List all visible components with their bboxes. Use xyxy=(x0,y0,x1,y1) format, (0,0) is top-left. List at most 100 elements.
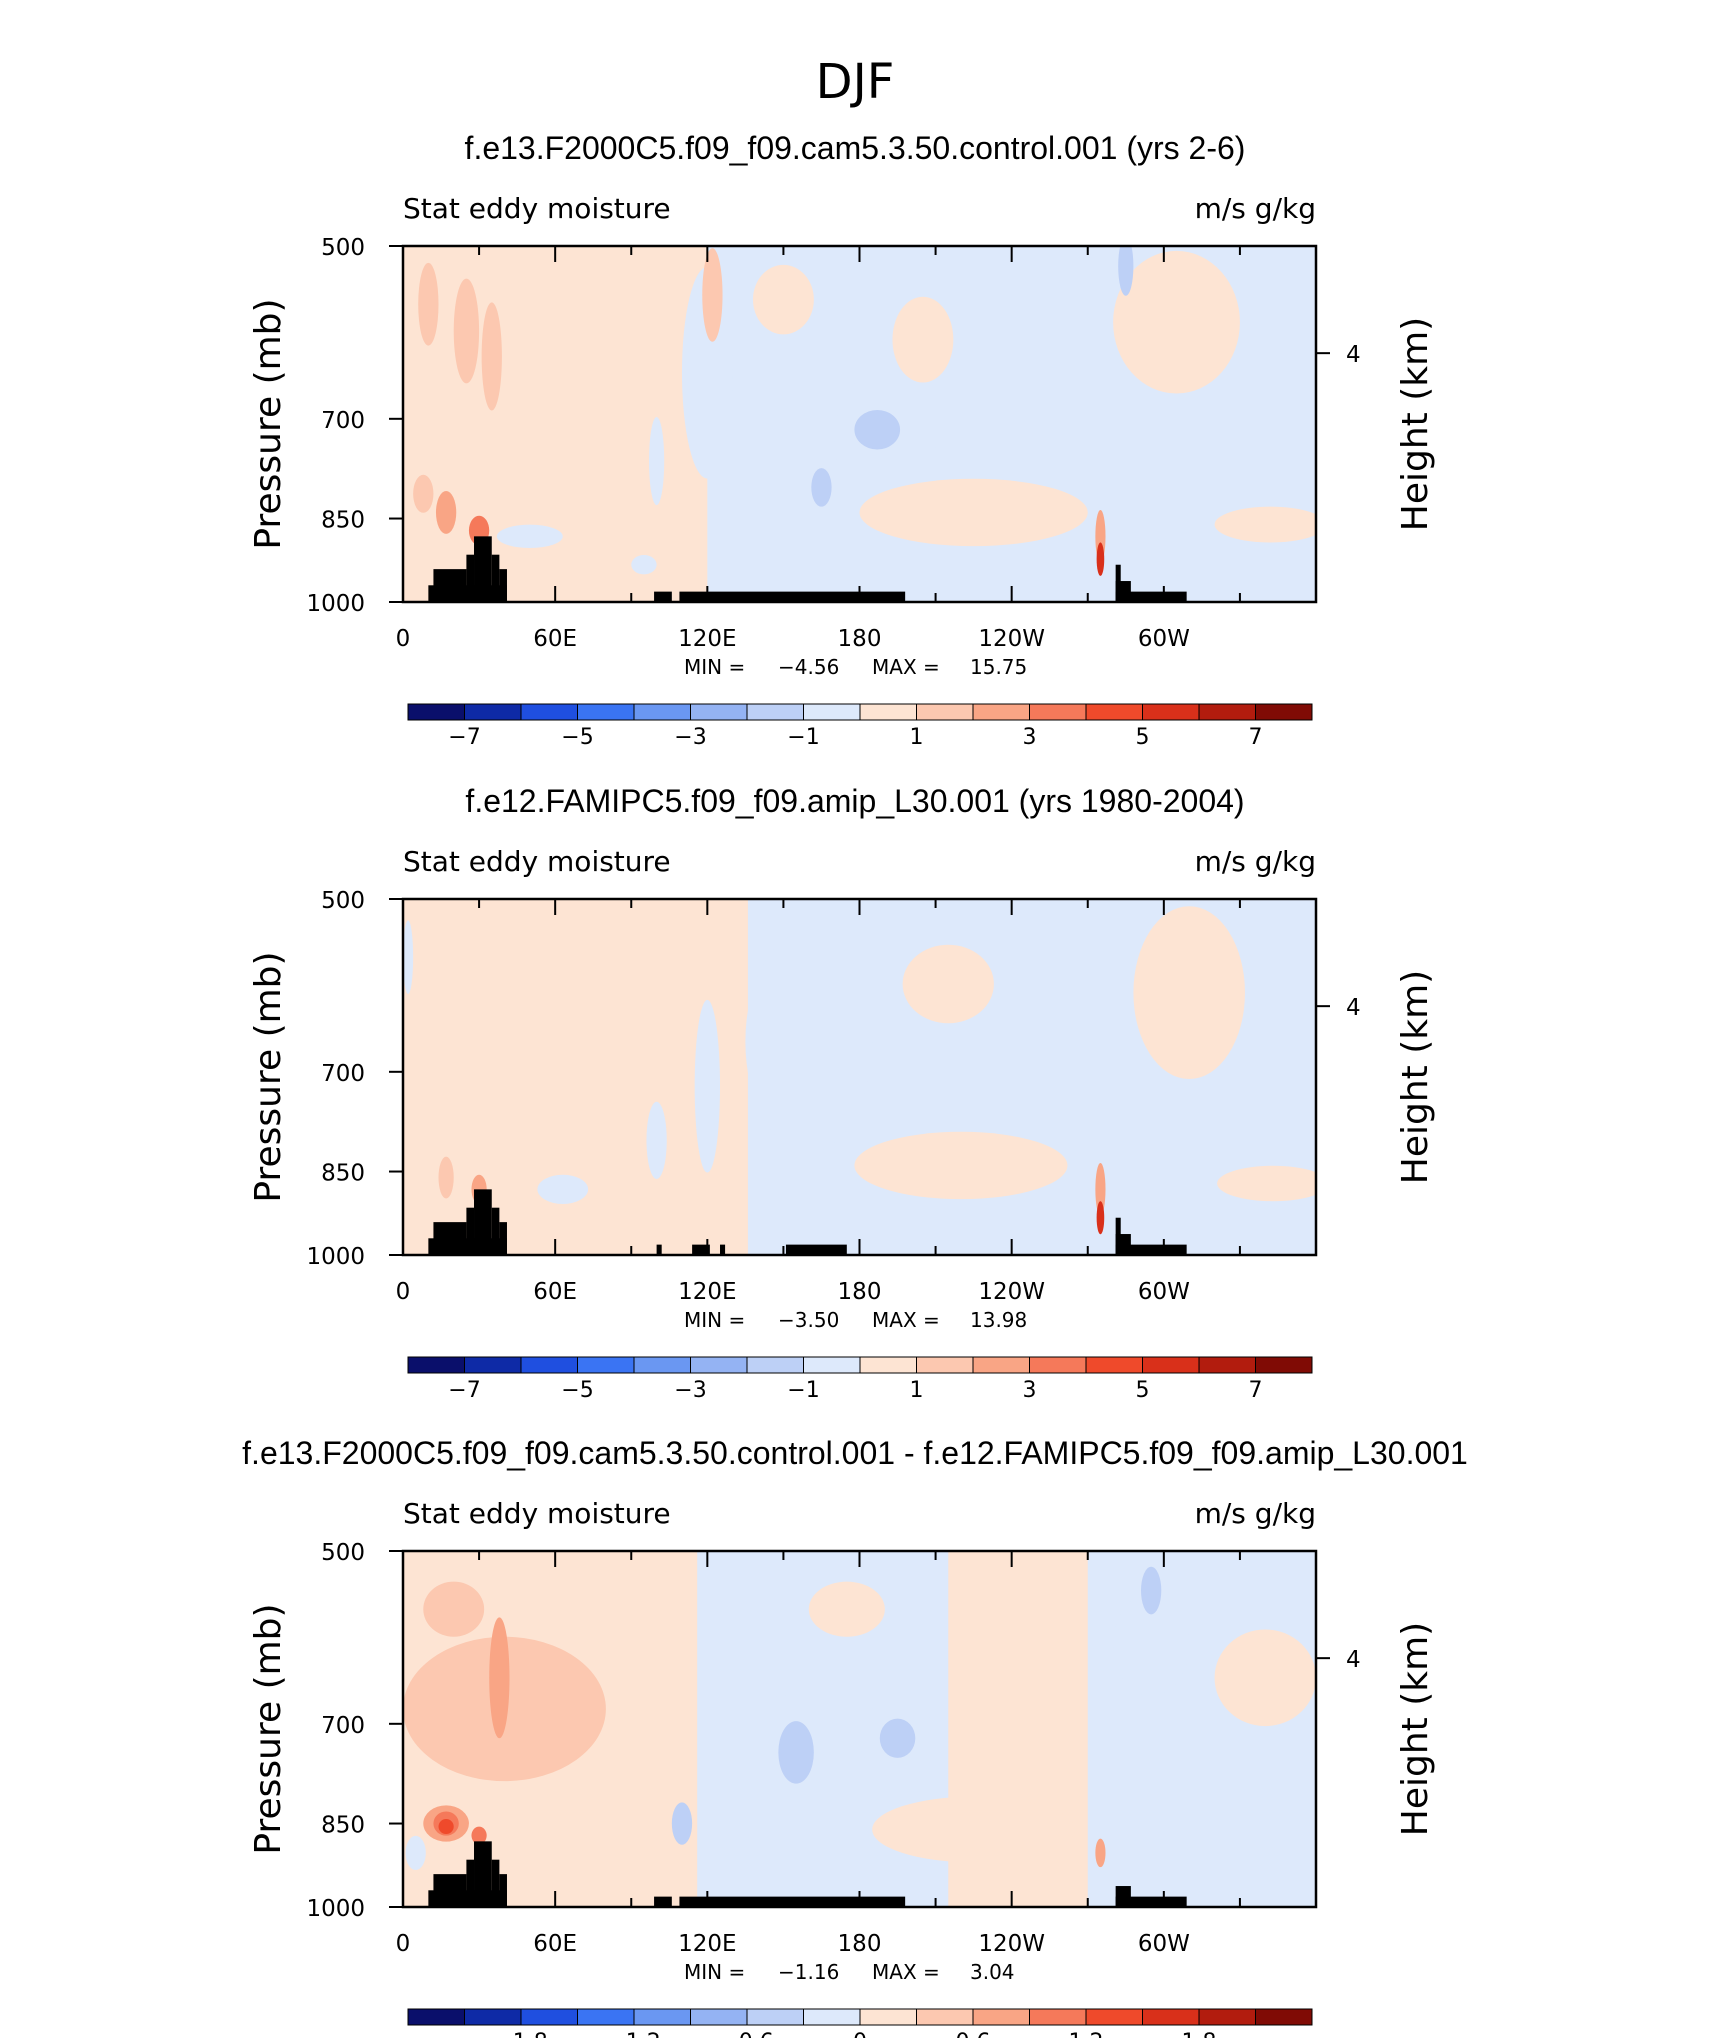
right-tick-label: 4 xyxy=(1346,342,1361,368)
y-tick-label: 700 xyxy=(321,1061,365,1087)
colorbar-label: 0.6 xyxy=(956,2030,991,2038)
y-tick-label: 700 xyxy=(321,1713,365,1739)
x-tick-label: 120W xyxy=(978,1931,1045,1957)
topography-mask xyxy=(654,1896,672,1907)
colorbar-box xyxy=(1085,2008,1143,2026)
contour-patch xyxy=(854,409,901,450)
topography-mask xyxy=(491,1207,500,1255)
topography-mask xyxy=(466,1859,475,1907)
contour-patch xyxy=(1141,1566,1162,1615)
topography-mask xyxy=(491,554,500,602)
colorbar-label: −3 xyxy=(674,1378,706,1403)
colorbar-label: 3 xyxy=(1023,725,1037,750)
chart-panel-3: f.e13.F2000C5.f09_f09.cam5.3.50.control.… xyxy=(242,1435,1468,2038)
contour-patch xyxy=(403,920,414,994)
x-tick-label: 60E xyxy=(533,1279,577,1305)
colorbar-label: −5 xyxy=(561,1378,593,1403)
right-string: m/s g/kg xyxy=(1195,192,1316,225)
x-tick-label: 180 xyxy=(838,626,882,652)
colorbar-box xyxy=(803,703,861,721)
topography-mask xyxy=(1115,591,1187,602)
panel-title: f.e13.F2000C5.f09_f09.cam5.3.50.control.… xyxy=(465,130,1246,166)
colorbar-box xyxy=(1198,703,1256,721)
contour-patch xyxy=(1143,459,1185,541)
contour-patch xyxy=(423,1581,485,1637)
contour-patch xyxy=(854,1131,1068,1200)
y-tick-label: 850 xyxy=(321,1813,365,1839)
colorbar-box xyxy=(633,1356,691,1374)
topography-mask xyxy=(1115,1217,1121,1255)
colorbar-box xyxy=(859,703,917,721)
x-tick-label: 120E xyxy=(678,1931,736,1957)
contour-patch xyxy=(649,417,665,506)
max-label: MAX = xyxy=(872,1308,940,1332)
topography-mask xyxy=(656,1244,662,1255)
right-string: m/s g/kg xyxy=(1195,1497,1316,1530)
x-tick-label: 180 xyxy=(838,1931,882,1957)
topography-mask xyxy=(428,1238,507,1255)
colorbar-box xyxy=(1085,1356,1143,1374)
colorbar-label: −1.2 xyxy=(607,2030,660,2038)
max-label: MAX = xyxy=(872,1960,940,1984)
contour-patch xyxy=(808,1581,885,1637)
contour-field xyxy=(403,899,1316,1255)
colorbar-label: 0 xyxy=(853,2030,867,2038)
y-tick-label: 700 xyxy=(321,408,365,434)
chart-panel-1: f.e13.F2000C5.f09_f09.cam5.3.50.control.… xyxy=(248,130,1436,750)
chart-panel-2: f.e12.FAMIPC5.f09_f09.amip_L30.001 (yrs … xyxy=(248,783,1436,1403)
colorbar-box xyxy=(972,703,1030,721)
colorbar-box xyxy=(859,1356,917,1374)
topography-mask xyxy=(679,1896,906,1907)
contour-patch xyxy=(1095,1838,1106,1868)
contour-patch xyxy=(671,1802,693,1845)
max-value: 3.04 xyxy=(970,1960,1015,1984)
contour-patch xyxy=(1217,1165,1316,1202)
colorbar-label: 1 xyxy=(910,725,924,750)
colorbar-label: −5 xyxy=(561,725,593,750)
colorbar-box xyxy=(1198,1356,1256,1374)
colorbar-label: −1 xyxy=(787,1378,819,1403)
colorbar-label: 5 xyxy=(1136,725,1150,750)
colorbar-box xyxy=(746,2008,804,2026)
contour-patch xyxy=(1113,250,1240,394)
left-string: Stat eddy moisture xyxy=(403,192,671,225)
y-tick-label: 850 xyxy=(321,1161,365,1187)
colorbar-box xyxy=(690,2008,748,2026)
contour-patch xyxy=(435,491,457,534)
contour-patch xyxy=(537,1174,589,1204)
min-label: MIN = xyxy=(684,655,745,679)
min-value: −3.50 xyxy=(778,1308,839,1332)
contour-patch xyxy=(811,468,832,507)
colorbar-box xyxy=(1029,703,1087,721)
contour-patch xyxy=(778,1721,814,1784)
contour-patch xyxy=(752,264,814,335)
colorbar-box xyxy=(916,2008,974,2026)
left-string: Stat eddy moisture xyxy=(403,845,671,878)
contour-patch xyxy=(496,972,513,1047)
contour-patch xyxy=(1214,1629,1316,1727)
contour-field xyxy=(403,1551,1316,1907)
colorbar-box xyxy=(1255,2008,1313,2026)
y-axis-label-right: Height (km) xyxy=(1395,970,1436,1184)
x-tick-label: 120W xyxy=(978,626,1045,652)
colorbar-box xyxy=(1029,2008,1087,2026)
min-label: MIN = xyxy=(684,1960,745,1984)
x-tick-label: 0 xyxy=(396,1931,411,1957)
contour-patch xyxy=(1143,1092,1185,1189)
colorbar-box xyxy=(803,2008,861,2026)
colorbar-label: −0.6 xyxy=(720,2030,773,2038)
colorbar-label: −3 xyxy=(674,725,706,750)
colorbar-label: −7 xyxy=(448,725,480,750)
colorbar-box xyxy=(1029,1356,1087,1374)
colorbar-box xyxy=(577,2008,635,2026)
min-label: MIN = xyxy=(684,1308,745,1332)
colorbar-box xyxy=(746,1356,804,1374)
topography-mask xyxy=(679,591,906,602)
colorbar-box xyxy=(746,703,804,721)
colorbar-box xyxy=(1142,2008,1200,2026)
panel-title: f.e13.F2000C5.f09_f09.cam5.3.50.control.… xyxy=(242,1435,1468,1471)
contour-patch xyxy=(1214,506,1316,543)
colorbar-label: 5 xyxy=(1136,1378,1150,1403)
contour-patch xyxy=(879,1718,916,1758)
